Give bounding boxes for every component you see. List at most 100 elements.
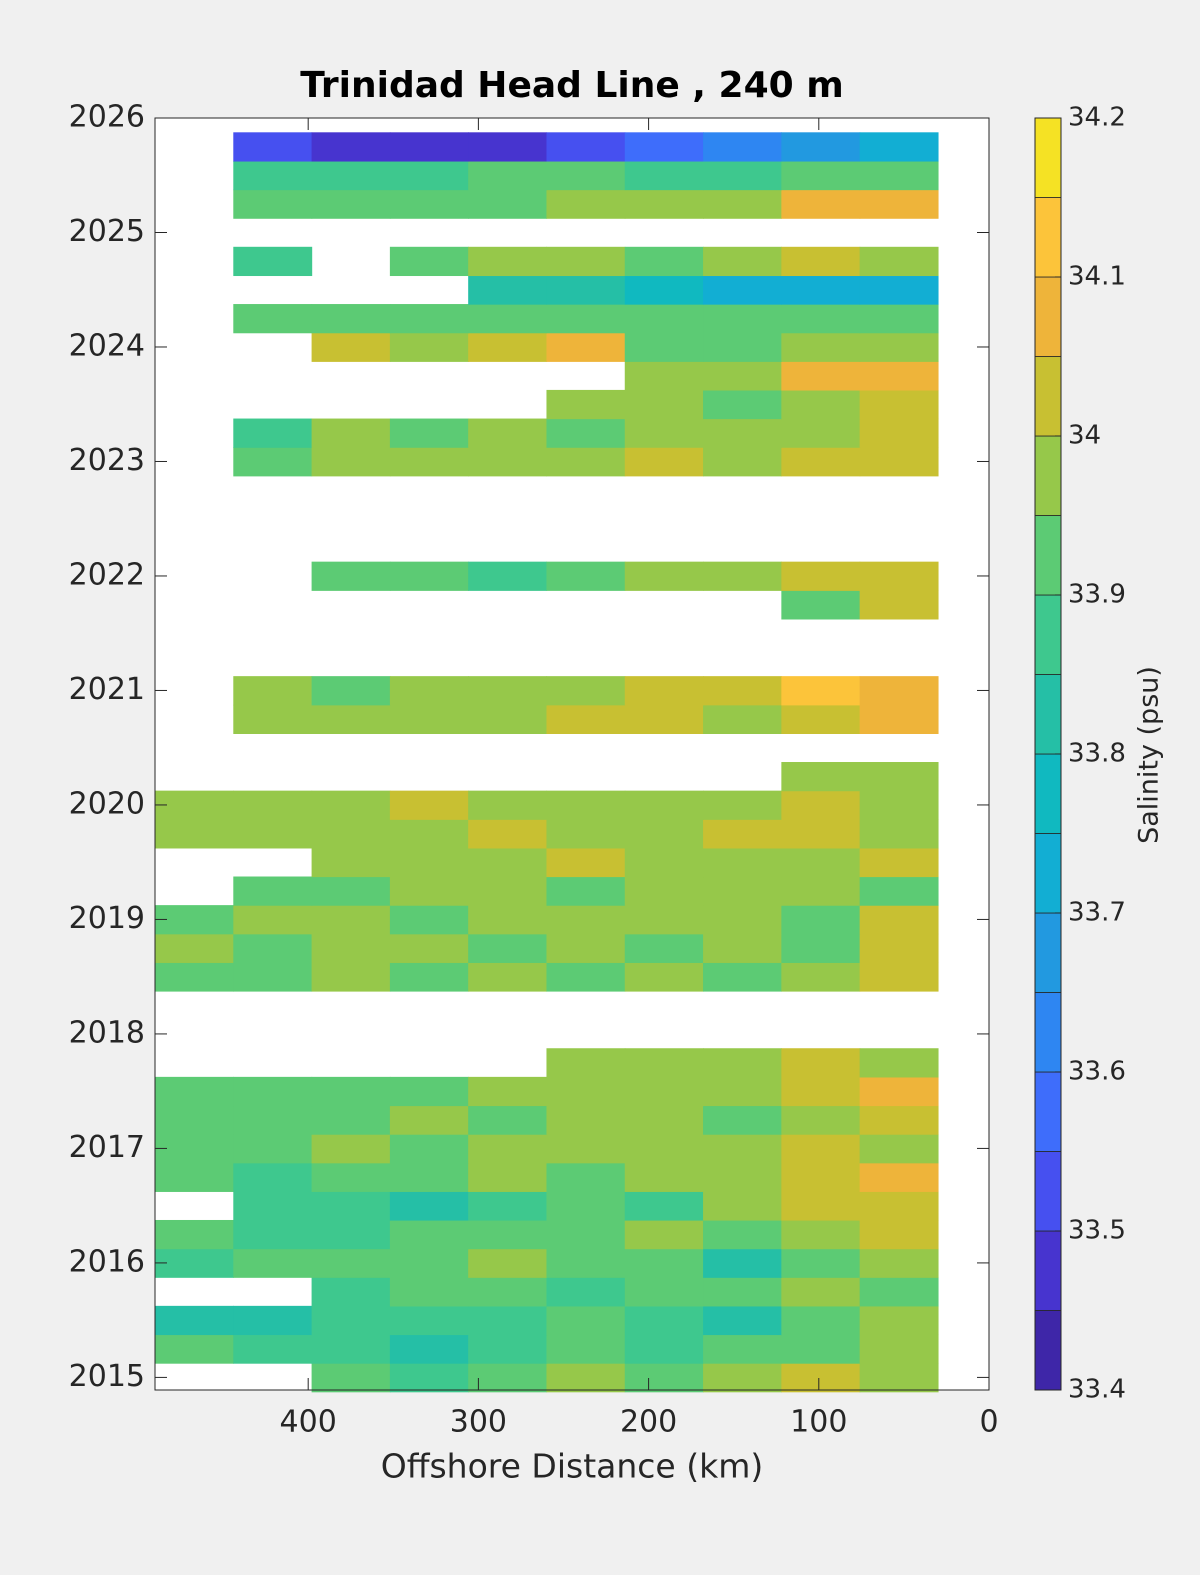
colorbar-box <box>1034 117 1062 1391</box>
contour-cell <box>703 332 782 362</box>
contour-cell <box>859 189 939 219</box>
contour-cell <box>468 1134 548 1164</box>
contour-cell <box>468 246 548 277</box>
contour-cell <box>311 676 391 706</box>
contour-cell <box>389 1363 469 1393</box>
contour-cell <box>546 332 626 362</box>
contour-cell <box>546 1219 626 1250</box>
contour-cell <box>703 1277 782 1307</box>
contour-cell <box>389 1191 469 1221</box>
contour-cell <box>859 962 939 992</box>
contour-cell <box>624 1305 704 1336</box>
contour-cell <box>389 246 469 277</box>
contour-cell <box>624 676 704 706</box>
contour-cell <box>781 819 861 849</box>
contour-cell <box>468 704 548 734</box>
contour-cell <box>155 819 234 849</box>
y-tick-label: 2018 <box>69 1015 145 1050</box>
contour-cell <box>624 561 704 591</box>
contour-cell <box>311 1219 391 1250</box>
contour-cell <box>468 1334 548 1364</box>
colorbar-band <box>1034 674 1062 755</box>
contour-cell <box>389 1076 469 1107</box>
contour-cell <box>389 1105 469 1135</box>
contour-cell <box>703 561 782 591</box>
contour-cell <box>624 246 704 277</box>
colorbar-tick-label: 33.9 <box>1068 580 1126 610</box>
contour-cell <box>703 275 782 305</box>
contour-cell <box>859 160 939 191</box>
contour-cell <box>781 1048 861 1078</box>
contour-cell <box>389 876 469 906</box>
contour-cell <box>468 790 548 820</box>
contour-cell <box>781 762 861 792</box>
contour-cell <box>155 1219 234 1250</box>
contour-cell <box>389 704 469 734</box>
colorbar-tick-label: 34 <box>1068 421 1101 451</box>
contour-cell <box>859 1248 939 1278</box>
contour-cell <box>703 1219 782 1250</box>
contour-cell <box>624 790 704 820</box>
contour-cell <box>546 1134 626 1164</box>
x-tick-label: 0 <box>979 1405 998 1440</box>
contour-cell <box>546 962 626 992</box>
contour-cell <box>703 361 782 391</box>
colorbar-band <box>1034 435 1062 516</box>
contour-cell <box>624 1334 704 1364</box>
contour-cell <box>468 561 548 591</box>
contour-cell <box>859 561 939 591</box>
contour-cell <box>859 275 939 305</box>
contour-cell <box>859 304 939 334</box>
colorbar-band <box>1034 1151 1062 1232</box>
contour-cell <box>155 933 234 963</box>
contour-cell <box>624 962 704 992</box>
contour-cell <box>233 819 313 849</box>
contour-cell <box>468 1305 548 1336</box>
contour-cell <box>468 332 548 362</box>
contour-cell <box>546 1248 626 1278</box>
contour-cell <box>703 704 782 734</box>
contour-cell <box>859 1219 939 1250</box>
contour-cell <box>859 418 939 448</box>
contour-cell <box>781 1334 861 1364</box>
y-tick-label: 2026 <box>69 100 145 135</box>
contour-cell <box>311 1248 391 1278</box>
contour-cell <box>311 160 391 191</box>
contour-cell <box>781 847 861 878</box>
contour-cell <box>389 304 469 334</box>
contour-cell <box>703 1363 782 1393</box>
contour-cell <box>703 847 782 878</box>
contour-cell <box>624 1134 704 1164</box>
colorbar-band <box>1034 356 1062 437</box>
contour-cell <box>155 1134 234 1164</box>
contour-cell <box>546 1191 626 1221</box>
y-tick-label: 2020 <box>69 786 145 821</box>
contour-cell <box>233 1334 313 1364</box>
y-tick-label: 2015 <box>69 1359 145 1394</box>
contour-cell <box>781 132 861 162</box>
contour-cell <box>546 447 626 477</box>
contour-cell <box>703 1334 782 1364</box>
contour-cell <box>624 819 704 849</box>
contour-cell <box>859 905 939 935</box>
contour-cell <box>624 304 704 334</box>
contour-cell <box>389 189 469 219</box>
contour-cell <box>859 1277 939 1307</box>
colorbar-band <box>1034 1071 1062 1152</box>
contour-cell <box>624 1076 704 1107</box>
contour-cell <box>311 1305 391 1336</box>
contour-cell <box>859 1363 939 1393</box>
contour-cell <box>311 790 391 820</box>
contour-cell <box>624 189 704 219</box>
contour-cell <box>781 1134 861 1164</box>
contour-cell <box>468 189 548 219</box>
contour-cell <box>624 389 704 420</box>
contour-cell <box>859 332 939 362</box>
y-tick-label: 2025 <box>69 214 145 249</box>
y-tick-label: 2024 <box>69 328 145 363</box>
contour-cell <box>781 676 861 706</box>
colorbar-band <box>1034 1230 1062 1311</box>
contour-cell <box>703 246 782 277</box>
contour-cell <box>233 962 313 992</box>
